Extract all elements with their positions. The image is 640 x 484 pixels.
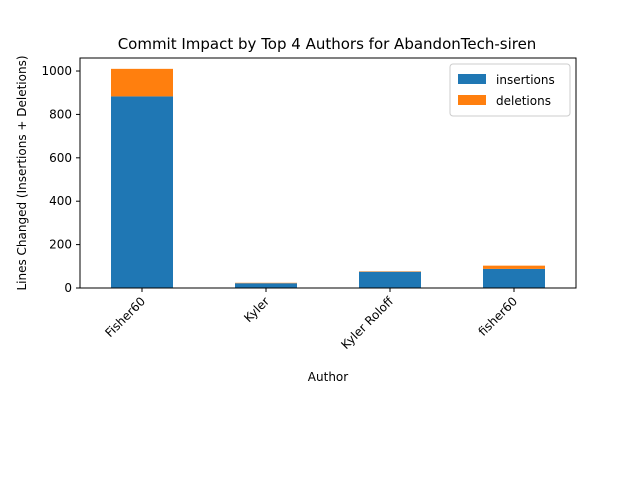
legend-label-insertions: insertions — [496, 73, 555, 87]
y-tick-label-5: 1000 — [41, 64, 72, 78]
bar-insertions-1 — [235, 283, 297, 288]
bar-insertions-0 — [111, 96, 173, 288]
legend-label-deletions: deletions — [496, 94, 551, 108]
legend-box — [450, 64, 570, 116]
x-tick-label-3: fisher60 — [476, 294, 521, 339]
y-axis: 0 200 400 600 800 1000 — [41, 64, 80, 295]
x-tick-label-1: Kyler — [241, 294, 272, 325]
x-tick-label-0: Fisher60 — [102, 294, 148, 340]
y-tick-label-3: 600 — [49, 151, 72, 165]
legend: insertions deletions — [450, 64, 570, 116]
legend-swatch-insertions — [458, 74, 486, 84]
y-tick-label-2: 400 — [49, 194, 72, 208]
bar-insertions-3 — [483, 269, 545, 288]
y-tick-label-4: 800 — [49, 107, 72, 121]
bar-deletions-0 — [111, 69, 173, 97]
x-axis: Fisher60 Kyler Kyler Roloff fisher60 — [102, 288, 520, 352]
bar-insertions-2 — [359, 272, 421, 288]
bar-deletions-3 — [483, 266, 545, 269]
x-tick-label-2: Kyler Roloff — [338, 294, 396, 352]
y-axis-label: Lines Changed (Insertions + Deletions) — [15, 55, 29, 290]
x-axis-label: Author — [308, 370, 348, 384]
y-tick-label-1: 200 — [49, 238, 72, 252]
chart-title: Commit Impact by Top 4 Authors for Aband… — [118, 35, 537, 53]
y-tick-label-0: 0 — [64, 281, 72, 295]
legend-swatch-deletions — [458, 95, 486, 105]
